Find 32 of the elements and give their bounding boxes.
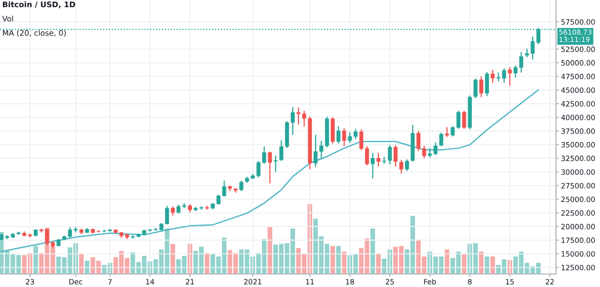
line-series — [0, 89, 540, 252]
candlestick — [388, 144, 392, 165]
candlestick — [462, 110, 466, 130]
bar — [170, 244, 176, 274]
candlestick — [399, 159, 404, 174]
bar — [444, 250, 450, 274]
bar — [490, 256, 495, 274]
bar — [268, 226, 272, 274]
candlestick — [394, 144, 398, 168]
bar — [484, 256, 490, 274]
candlestick — [330, 116, 335, 144]
bar — [370, 228, 376, 274]
candlestick — [474, 78, 478, 99]
candlestick — [405, 158, 409, 172]
candlestick — [508, 66, 512, 86]
candlestick — [370, 152, 375, 180]
candlestick — [170, 206, 175, 216]
candlestick — [342, 128, 346, 147]
bar — [330, 246, 336, 274]
candlestick — [479, 76, 484, 98]
bar — [33, 246, 38, 274]
candlestick — [268, 151, 272, 184]
candlestick — [490, 69, 495, 84]
candlestick — [239, 180, 244, 192]
candlestick — [376, 152, 380, 168]
candlestick — [336, 126, 340, 144]
candlestick — [445, 126, 449, 138]
candlestick — [484, 71, 489, 97]
bar — [336, 246, 341, 274]
candlestick — [274, 155, 278, 172]
bar — [462, 254, 466, 274]
candlestick — [439, 132, 444, 147]
